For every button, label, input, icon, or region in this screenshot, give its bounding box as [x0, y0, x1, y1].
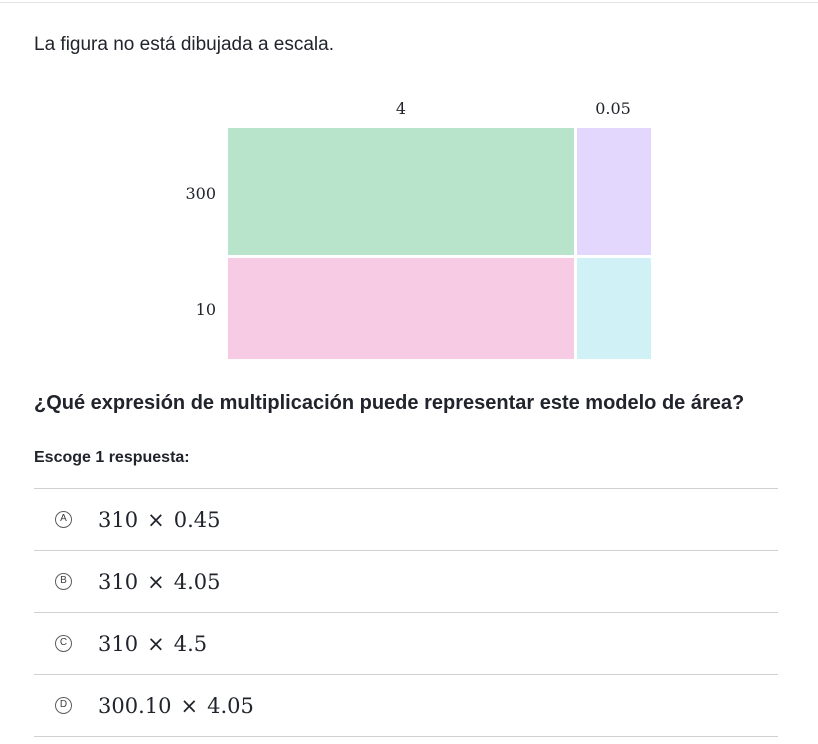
choice-a-right: 0.45	[173, 507, 221, 532]
question-text: ¿Qué expresión de multiplicación puede r…	[34, 392, 745, 414]
top-divider	[0, 2, 818, 3]
choice-c-radio[interactable]: C	[55, 635, 72, 652]
times-icon: ×	[180, 693, 199, 718]
column-label-1: 4	[396, 99, 406, 118]
choice-a-expression: 310 × 0.45	[98, 508, 220, 532]
area-bottom-right	[577, 258, 651, 359]
area-top-left	[228, 128, 574, 255]
instruction-text: Escoge 1 respuesta:	[34, 449, 190, 466]
choice-a-radio[interactable]: A	[55, 511, 72, 528]
column-label-2: 0.05	[595, 99, 631, 118]
choice-b-radio[interactable]: B	[55, 573, 72, 590]
choice-c-right: 4.5	[173, 631, 208, 656]
choice-b-expression: 310 × 4.05	[98, 570, 220, 594]
choice-b[interactable]: B 310 × 4.05	[34, 551, 778, 613]
choice-d-right: 4.05	[207, 693, 254, 718]
answer-choices: A 310 × 0.45 B 310 × 4.05 C 310 × 4.5 D 300.10…	[34, 488, 778, 737]
choice-c-expression: 310 × 4.5	[98, 632, 207, 656]
area-bottom-left	[228, 258, 574, 359]
times-icon: ×	[147, 631, 165, 656]
choice-a[interactable]: A 310 × 0.45	[34, 489, 778, 551]
area-model: 4 0.05 300 10	[185, 99, 651, 359]
choice-d-expression: 300.10 × 4.05	[98, 694, 254, 718]
times-icon: ×	[147, 507, 165, 532]
choice-a-left: 310	[98, 507, 139, 532]
area-top-right	[577, 128, 651, 255]
choice-d-left: 300.10	[98, 693, 172, 718]
row-label-2: 10	[196, 300, 216, 319]
times-icon: ×	[147, 569, 165, 594]
choice-d[interactable]: D 300.10 × 4.05	[34, 675, 778, 737]
choice-b-right: 4.05	[173, 569, 221, 594]
choice-c-left: 310	[98, 631, 139, 656]
choice-d-radio[interactable]: D	[55, 697, 72, 714]
scale-note: La figura no está dibujada a escala.	[34, 34, 334, 55]
choice-c[interactable]: C 310 × 4.5	[34, 613, 778, 675]
row-label-1: 300	[185, 184, 216, 203]
choice-b-left: 310	[98, 569, 139, 594]
